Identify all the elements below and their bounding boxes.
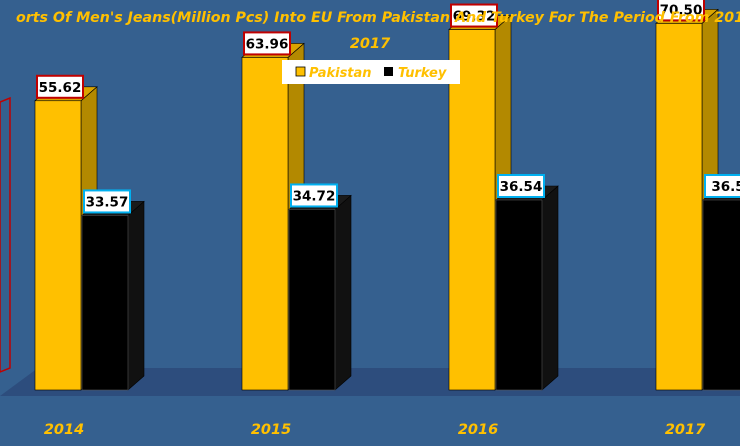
data-label-turkey-2015: 34.72 <box>290 183 338 208</box>
data-label-text: 33.57 <box>86 194 129 210</box>
data-label-text: 36.54 <box>500 179 543 195</box>
back-wall-edge <box>0 96 11 373</box>
data-label-box <box>450 3 498 28</box>
bar-front <box>655 23 703 391</box>
data-label-turkey-2014: 33.57 <box>83 189 131 214</box>
x-tick-label-2016: 2016 <box>458 422 498 438</box>
bar-turkey-2017 <box>702 185 740 391</box>
bar-front <box>288 209 336 391</box>
data-label-pakistan-2016: 69.32 <box>450 3 498 28</box>
legend-swatch-pakistan <box>295 66 306 77</box>
data-label-box <box>497 173 545 198</box>
data-label-pakistan-2017: 70.50 <box>657 0 705 22</box>
bar-front <box>702 199 740 391</box>
x-tick-label-2014: 2014 <box>44 422 84 438</box>
data-label-text: 36.5 <box>711 179 740 195</box>
bar-front <box>241 57 289 391</box>
bar-turkey-2015 <box>288 194 352 391</box>
x-tick-label-2017: 2017 <box>665 422 706 438</box>
data-label-turkey-2017: 36.5 <box>704 173 740 198</box>
data-label-text: 63.96 <box>246 36 289 52</box>
x-tick-labels: 2014 2015 2016 2017 <box>44 422 706 438</box>
legend-label-turkey: Turkey <box>398 66 447 81</box>
data-label-box <box>657 0 705 22</box>
data-labels-group: 55.62 33.57 63.96 34.72 69.32 36.54 70.50 36.5 <box>36 0 740 214</box>
data-label-text: 69.32 <box>453 9 496 25</box>
data-label-text: 70.50 <box>660 2 703 18</box>
legend-box <box>282 60 460 84</box>
data-label-box <box>36 74 84 99</box>
bar-side <box>541 185 559 391</box>
bar-front <box>81 215 129 391</box>
bar-turkey-2014 <box>81 200 145 391</box>
bar-front <box>495 199 543 391</box>
bars-group <box>34 8 740 391</box>
data-label-text: 34.72 <box>293 188 336 204</box>
data-label-pakistan-2015: 63.96 <box>243 31 291 56</box>
data-label-box <box>243 31 291 56</box>
legend-label-pakistan: Pakistan <box>309 66 372 81</box>
bar-side <box>334 194 352 391</box>
data-label-box <box>83 189 131 214</box>
data-label-pakistan-2014: 55.62 <box>36 74 84 99</box>
bar-side <box>127 200 145 391</box>
legend-swatch-turkey <box>384 67 393 76</box>
data-label-box <box>704 173 740 198</box>
data-label-text: 55.62 <box>39 80 82 96</box>
legend: Pakistan Turkey <box>282 60 460 84</box>
data-label-box <box>290 183 338 208</box>
chart-title-line-2: 2017 <box>350 36 391 52</box>
x-tick-label-2015: 2015 <box>251 422 291 438</box>
data-label-turkey-2016: 36.54 <box>497 173 545 198</box>
bar-front <box>448 29 496 391</box>
chart-title-line-1: orts Of Men's Jeans(Million Pcs) Into EU… <box>16 10 740 26</box>
bar-turkey-2016 <box>495 185 559 391</box>
bar-front <box>34 100 82 391</box>
